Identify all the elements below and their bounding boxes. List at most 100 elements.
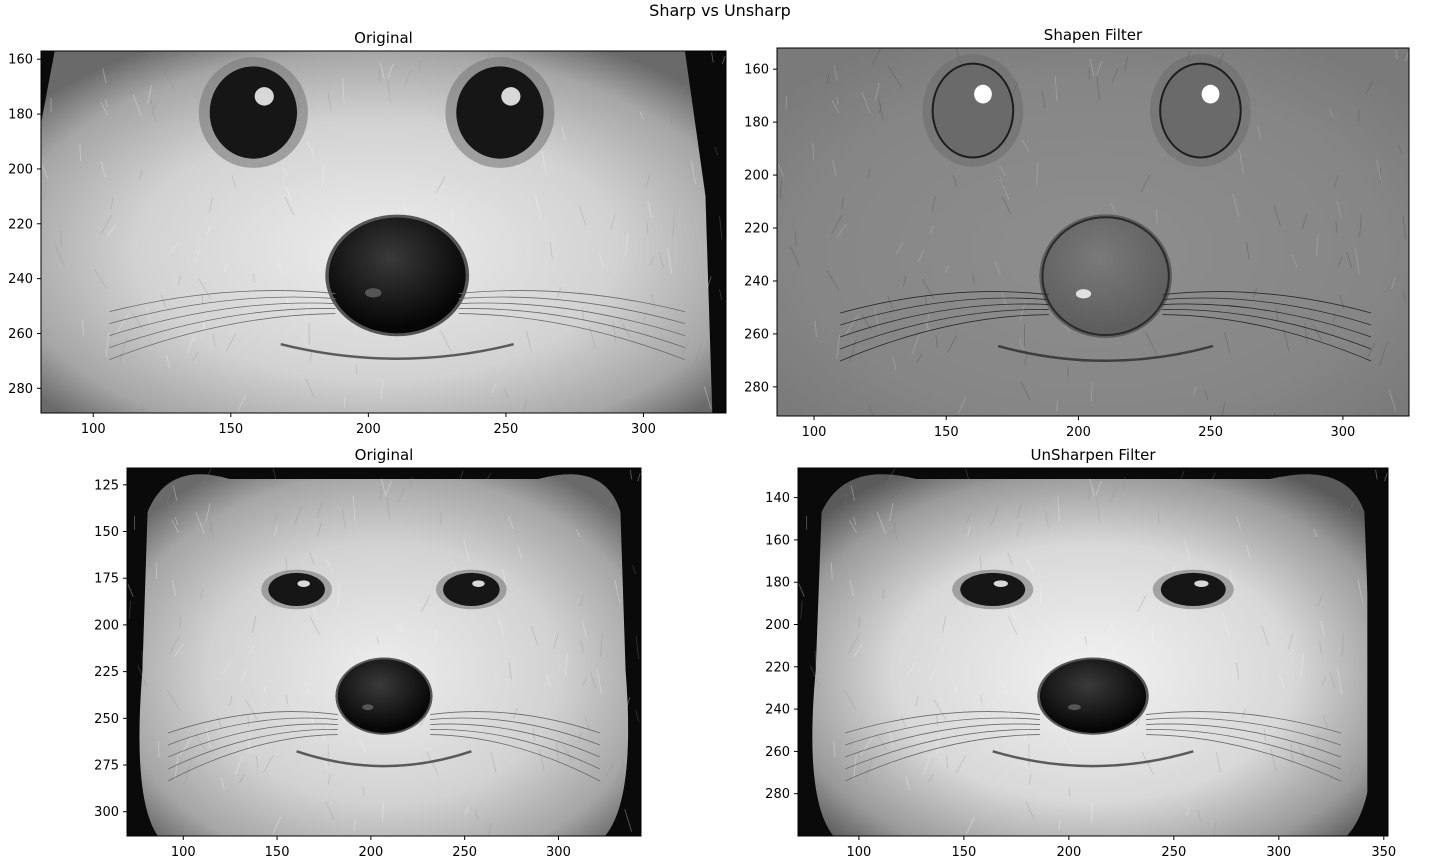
dog-head-fur xyxy=(41,51,713,413)
subplot-title: UnSharpen Filter xyxy=(1030,446,1156,464)
fur-texture xyxy=(127,468,641,836)
y-tick-label: 200 xyxy=(94,618,119,633)
x-tick-label: 300 xyxy=(631,422,656,437)
figure-title: Sharp vs Unsharp xyxy=(649,1,791,20)
y-tick-label: 220 xyxy=(744,222,769,237)
image-background xyxy=(41,51,726,413)
image-background xyxy=(777,48,1409,416)
y-tick-label: 240 xyxy=(765,703,790,718)
whiskers xyxy=(109,290,686,361)
left-eye xyxy=(261,569,332,610)
y-tick-label: 160 xyxy=(765,533,790,548)
axes-frame xyxy=(797,467,1389,837)
nose xyxy=(1037,657,1149,735)
nose xyxy=(335,657,433,735)
y-tick-label: 280 xyxy=(765,787,790,802)
y-tick-label: 180 xyxy=(765,576,790,591)
image-background xyxy=(798,468,1388,836)
y-tick-label: 250 xyxy=(94,712,119,727)
x-tick-label: 350 xyxy=(1371,845,1396,860)
right-eye xyxy=(445,57,555,168)
y-tick-label: 260 xyxy=(8,327,33,342)
x-tick-label: 200 xyxy=(1056,845,1081,860)
subplot-title: Original xyxy=(354,29,413,47)
y-tick-label: 240 xyxy=(744,274,769,289)
fur-texture xyxy=(777,48,1409,416)
dog-head-fur xyxy=(812,474,1374,836)
x-tick-label: 200 xyxy=(1066,425,1091,440)
left-eye xyxy=(952,569,1034,610)
y-tick-label: 160 xyxy=(744,63,769,78)
whiskers xyxy=(167,711,601,782)
image-area xyxy=(41,51,726,413)
left-eye xyxy=(198,57,308,168)
image-area xyxy=(127,468,641,836)
y-tick-label: 200 xyxy=(8,162,33,177)
dog-head-fur xyxy=(139,474,629,836)
nose xyxy=(1039,214,1172,338)
mouth xyxy=(997,344,1214,362)
y-tick-label: 140 xyxy=(765,491,790,506)
y-tick-label: 260 xyxy=(765,745,790,760)
y-tick-label: 225 xyxy=(94,665,119,680)
y-tick-label: 280 xyxy=(744,380,769,395)
y-tick-label: 260 xyxy=(744,327,769,342)
axes-frame xyxy=(776,47,1410,417)
dog-head-fur xyxy=(777,48,1397,416)
x-tick-label: 150 xyxy=(951,845,976,860)
y-tick-label: 180 xyxy=(744,116,769,131)
left-eye xyxy=(922,54,1024,167)
x-tick-label: 250 xyxy=(494,422,519,437)
axes-frame xyxy=(126,467,642,837)
axes-frame xyxy=(40,50,727,414)
fur-texture xyxy=(798,468,1388,836)
nose xyxy=(325,214,470,337)
image-area xyxy=(798,468,1388,836)
mouth xyxy=(992,750,1194,768)
y-tick-label: 220 xyxy=(765,660,790,675)
x-tick-label: 300 xyxy=(546,845,571,860)
x-tick-label: 200 xyxy=(356,422,381,437)
x-tick-label: 300 xyxy=(1266,845,1291,860)
y-tick-label: 275 xyxy=(94,759,119,774)
y-tick-label: 200 xyxy=(765,618,790,633)
y-tick-label: 150 xyxy=(94,525,119,540)
x-tick-label: 100 xyxy=(171,845,196,860)
x-tick-label: 150 xyxy=(218,422,243,437)
x-tick-label: 250 xyxy=(452,845,477,860)
y-tick-label: 280 xyxy=(8,382,33,397)
x-tick-label: 250 xyxy=(1161,845,1186,860)
fur-texture xyxy=(41,51,726,413)
y-tick-label: 160 xyxy=(8,53,33,68)
whiskers xyxy=(845,711,1341,782)
x-tick-label: 100 xyxy=(802,425,827,440)
x-tick-label: 300 xyxy=(1330,425,1355,440)
right-eye xyxy=(436,569,507,610)
right-eye xyxy=(1152,569,1234,610)
y-tick-label: 300 xyxy=(94,805,119,820)
whiskers xyxy=(840,291,1372,362)
mouth xyxy=(296,750,472,768)
x-tick-label: 250 xyxy=(1198,425,1223,440)
x-tick-label: 100 xyxy=(81,422,106,437)
y-tick-label: 200 xyxy=(744,169,769,184)
mouth xyxy=(280,343,514,360)
x-tick-label: 150 xyxy=(265,845,290,860)
y-tick-label: 125 xyxy=(94,478,119,493)
y-tick-label: 220 xyxy=(8,217,33,232)
y-tick-label: 175 xyxy=(94,572,119,587)
x-tick-label: 150 xyxy=(934,425,959,440)
subplot-title: Shapen Filter xyxy=(1044,26,1143,44)
y-tick-label: 180 xyxy=(8,108,33,123)
image-background xyxy=(127,468,641,836)
x-tick-label: 100 xyxy=(846,845,871,860)
y-tick-label: 240 xyxy=(8,272,33,287)
right-eye xyxy=(1150,54,1251,167)
image-area xyxy=(777,48,1409,416)
x-tick-label: 200 xyxy=(358,845,383,860)
subplot-title: Original xyxy=(355,446,414,464)
